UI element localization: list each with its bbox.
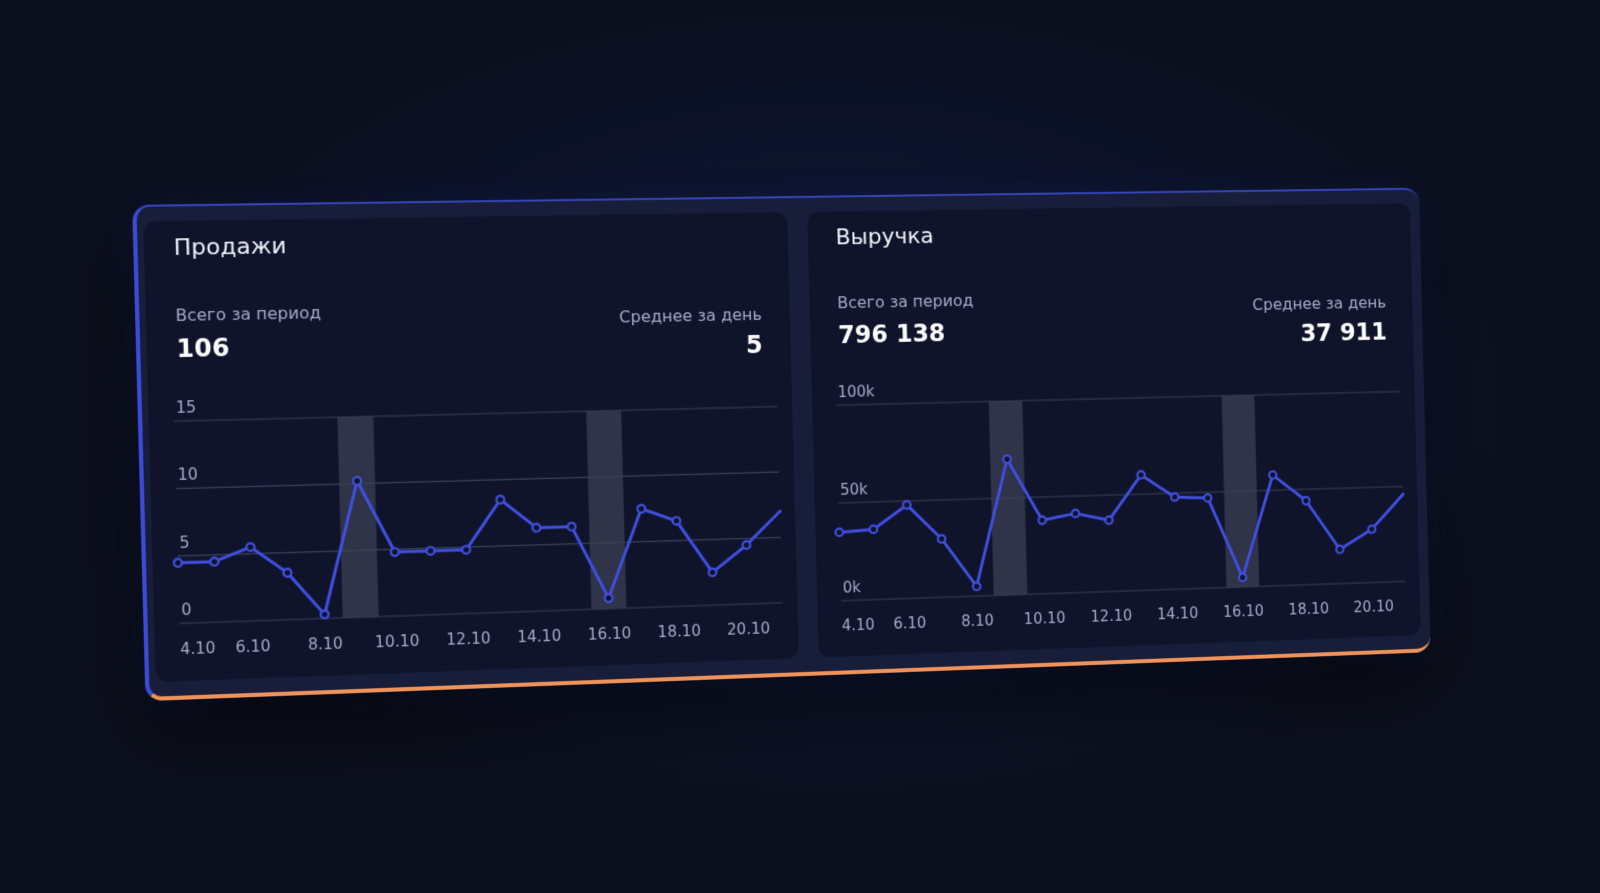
data-point <box>1171 493 1178 501</box>
y-tick-label: 10 <box>177 465 198 484</box>
x-tick-label: 18.10 <box>657 622 701 642</box>
data-point <box>1204 494 1211 502</box>
x-tick-label: 4.10 <box>842 616 876 635</box>
data-point <box>709 568 717 576</box>
total-label: Всего за период <box>837 290 974 313</box>
x-tick-label: 16.10 <box>1223 602 1264 621</box>
dashboard-board: Продажи Всего за период 106 Среднее за д… <box>132 187 1431 702</box>
total-value: 106 <box>176 333 230 364</box>
highlight-band <box>337 416 379 618</box>
series-line <box>838 448 1406 590</box>
y-tick-label: 5 <box>179 533 190 552</box>
data-point <box>605 594 613 602</box>
avg-value: 5 <box>745 330 764 360</box>
x-tick-label: 18.10 <box>1288 600 1329 619</box>
data-point <box>532 524 540 532</box>
data-point <box>1105 516 1113 524</box>
data-point <box>673 517 681 525</box>
data-point <box>1302 497 1309 505</box>
data-point <box>496 496 504 504</box>
x-tick-label: 10.10 <box>1024 609 1066 628</box>
data-point <box>1072 510 1080 518</box>
data-point <box>903 501 911 509</box>
data-point <box>1137 471 1144 479</box>
x-tick-label: 8.10 <box>308 634 343 654</box>
series-line <box>176 469 782 619</box>
data-point <box>1003 455 1011 463</box>
x-tick-label: 12.10 <box>1090 606 1132 625</box>
x-tick-label: 8.10 <box>961 611 994 630</box>
grid-line <box>839 486 1403 503</box>
sales-panel: Продажи Всего за период 106 Среднее за д… <box>143 212 799 683</box>
data-point <box>246 543 254 551</box>
data-point <box>637 505 645 513</box>
data-point <box>174 559 182 567</box>
y-tick-label: 50k <box>840 480 868 499</box>
y-tick-label: 0 <box>181 600 192 619</box>
data-point <box>427 547 435 555</box>
x-tick-label: 20.10 <box>727 619 770 639</box>
data-point <box>210 558 218 566</box>
highlight-band <box>988 400 1028 596</box>
x-tick-label: 6.10 <box>893 614 926 633</box>
x-tick-label: 14.10 <box>1157 604 1199 623</box>
avg-value: 37 911 <box>1300 318 1388 348</box>
total-value: 796 138 <box>837 319 946 350</box>
avg-label: Среднее за день <box>1252 292 1387 314</box>
sales-chart: 0 5 10 15 4.10 6.10 8.10 10.10 12.10 14.10 16.10 18… <box>167 398 792 659</box>
grid-line <box>174 407 777 422</box>
highlight-band <box>1221 395 1260 588</box>
panel-title: Выручка <box>835 223 934 251</box>
data-point <box>1269 471 1276 479</box>
revenue-panel: Выручка Всего за период 796 138 Среднее … <box>807 203 1421 658</box>
data-point <box>1038 516 1046 524</box>
x-tick-label: 10.10 <box>375 632 420 652</box>
data-point <box>1368 525 1375 533</box>
x-tick-label: 6.10 <box>235 637 271 657</box>
data-point <box>938 535 946 543</box>
y-tick-label: 0k <box>843 578 862 597</box>
data-point <box>743 541 751 549</box>
grid-line <box>180 603 783 624</box>
data-point <box>870 525 878 533</box>
panel-title: Продажи <box>173 233 287 262</box>
x-tick-label: 20.10 <box>1353 597 1394 616</box>
x-tick-label: 14.10 <box>517 627 561 647</box>
data-point <box>835 528 843 536</box>
data-point <box>462 546 470 554</box>
revenue-chart: 0k 50k 100k 4.10 6.10 8.10 10.10 12.10 14.10 16.1… <box>829 382 1414 635</box>
x-tick-label: 16.10 <box>587 624 631 644</box>
grid-line <box>176 472 779 489</box>
data-point <box>321 610 329 618</box>
data-point <box>353 477 361 485</box>
grid-line <box>836 392 1401 406</box>
data-point <box>391 548 399 556</box>
x-tick-label: 4.10 <box>180 639 216 659</box>
highlight-band <box>586 410 627 610</box>
data-point <box>283 569 291 577</box>
data-point <box>1336 546 1343 554</box>
data-point <box>568 523 576 531</box>
grid-line <box>841 581 1405 600</box>
total-label: Всего за период <box>175 302 322 326</box>
y-tick-label: 100k <box>837 382 875 401</box>
avg-label: Среднее за день <box>618 304 763 327</box>
x-tick-label: 12.10 <box>446 629 491 649</box>
data-point <box>973 582 981 590</box>
y-tick-label: 15 <box>176 398 197 417</box>
data-point <box>1239 574 1246 582</box>
